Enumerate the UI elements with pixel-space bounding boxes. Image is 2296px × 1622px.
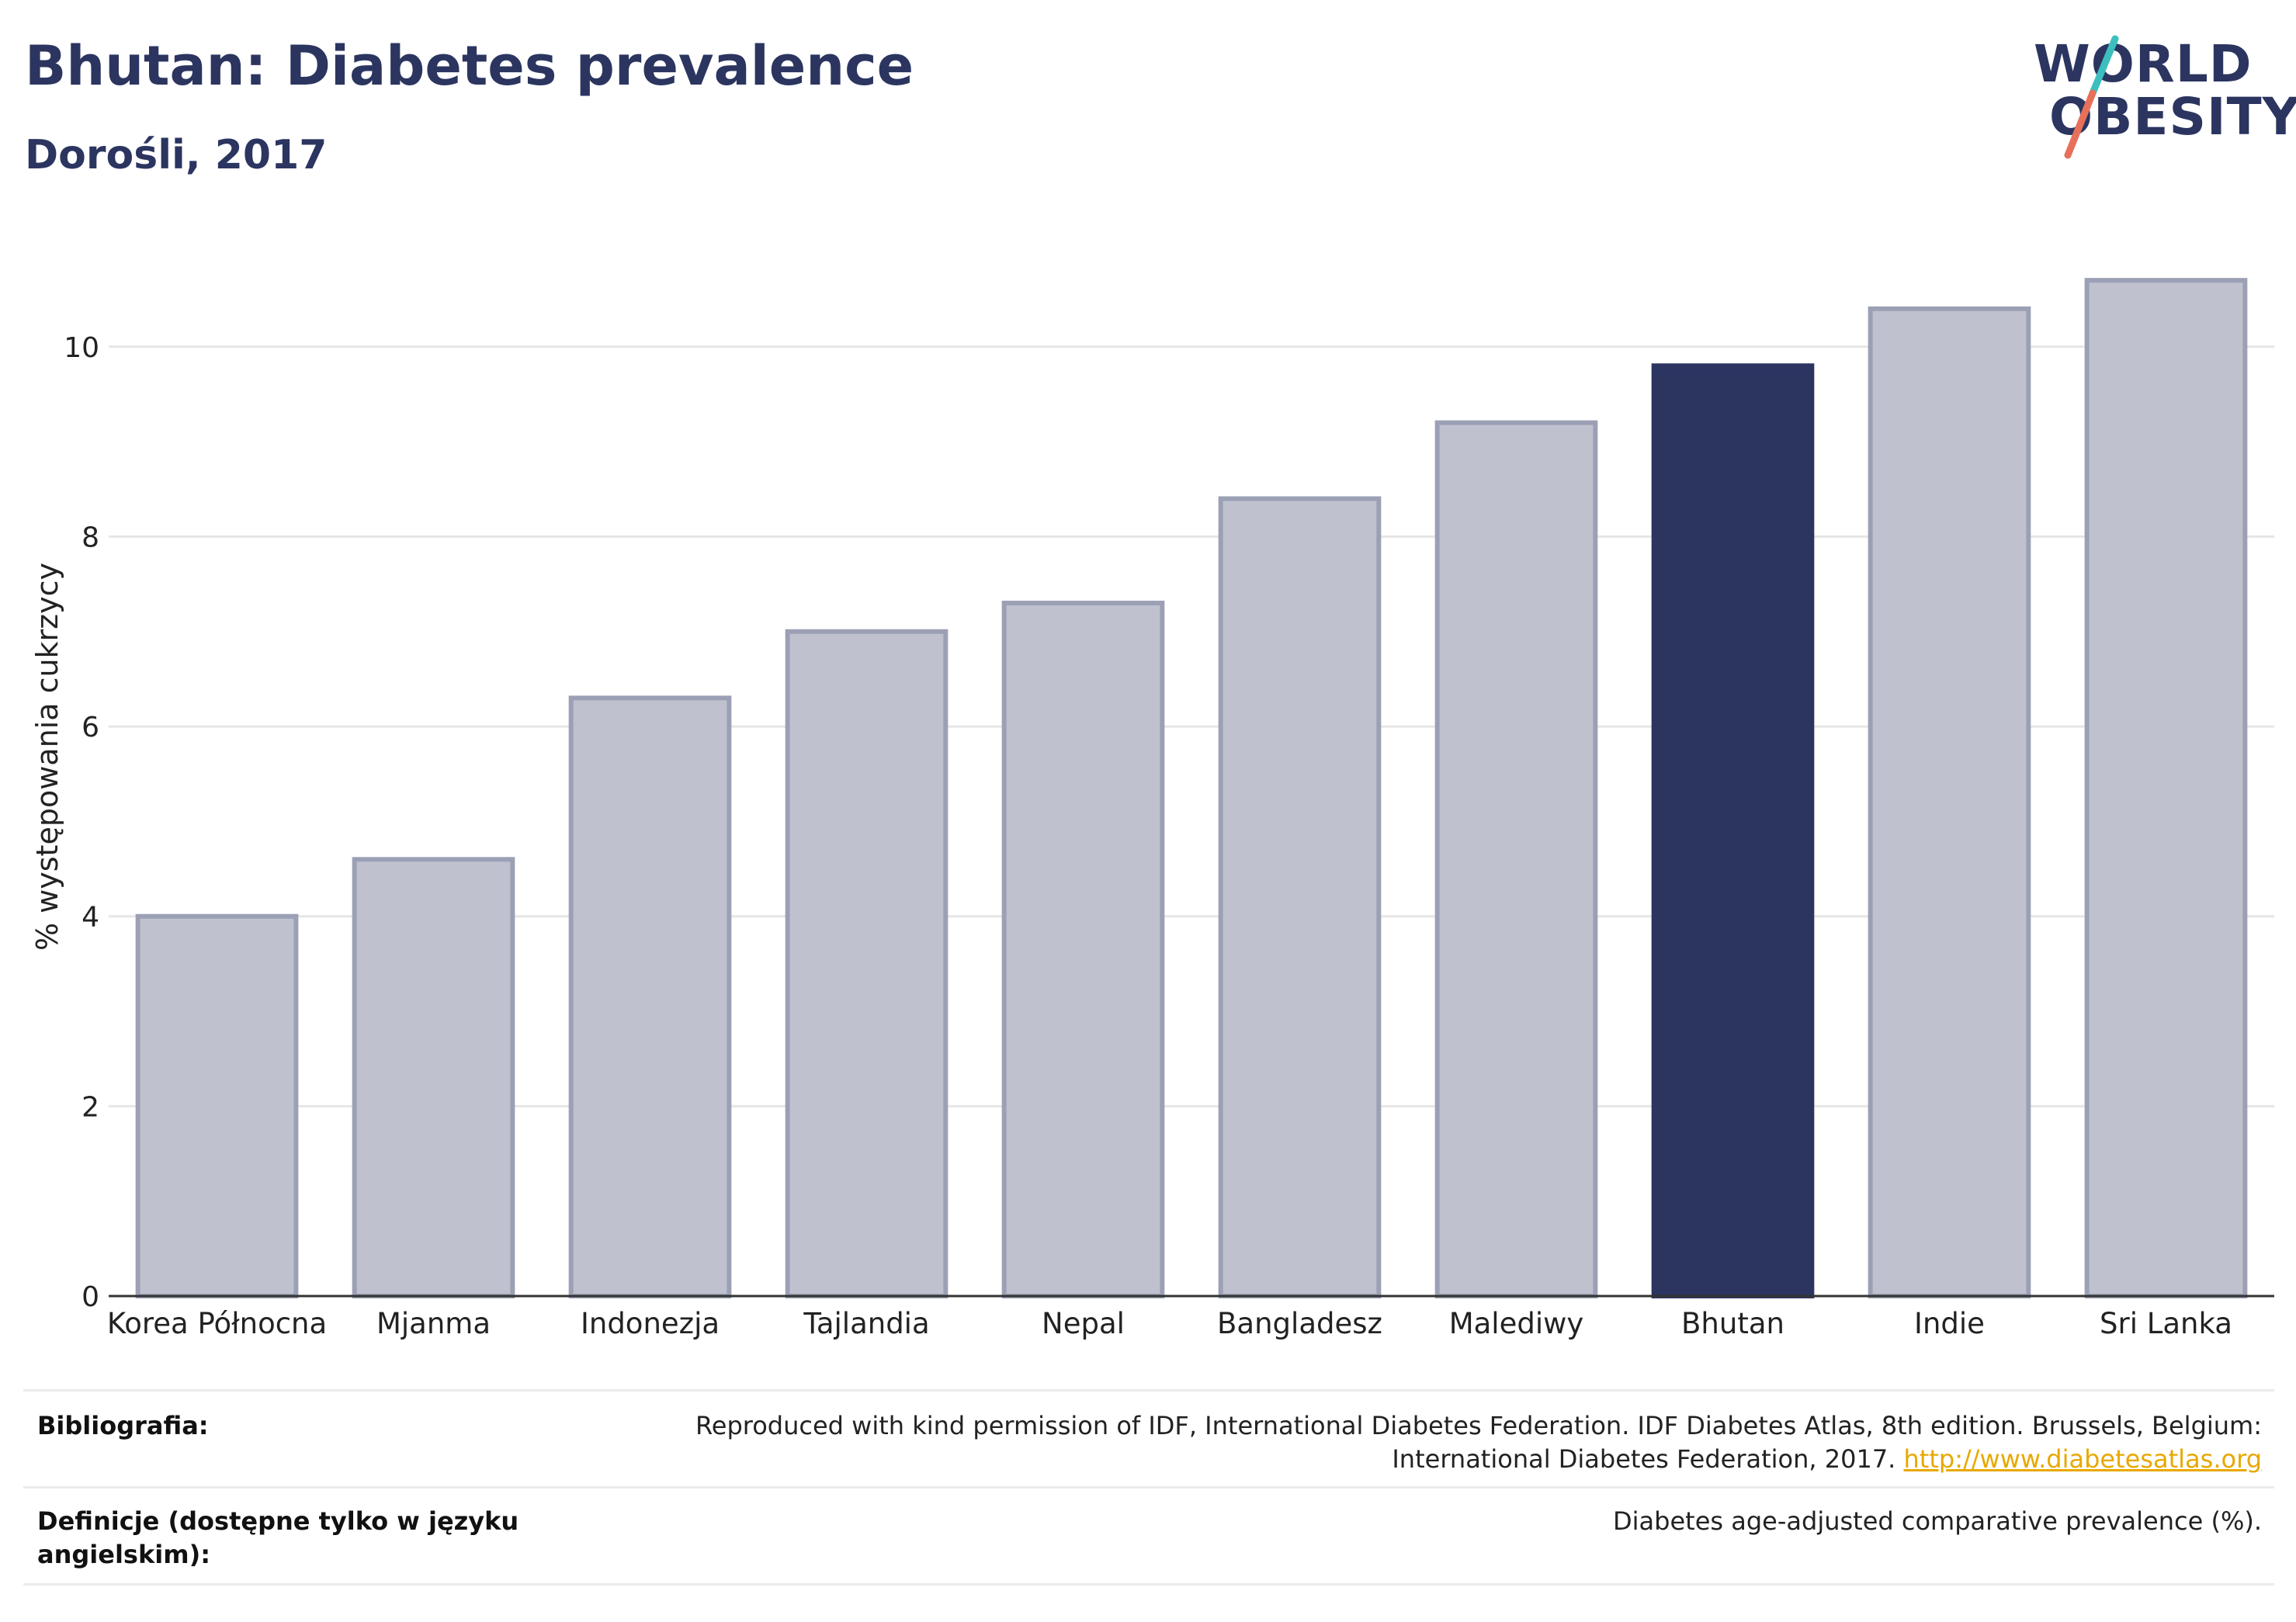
- y-tick-label: 6: [82, 712, 99, 743]
- bar-indie: [1868, 306, 2031, 1298]
- bar-tajlandia: [785, 629, 949, 1298]
- bars: [135, 278, 2248, 1299]
- bar-nepal: [1001, 601, 1165, 1298]
- x-tick-label: Malediwy: [1449, 1307, 1584, 1340]
- bar-malediwy: [1434, 420, 1598, 1299]
- bibliography-label: Bibliografia:: [37, 1411, 209, 1440]
- definitions-label-line-1: Definicje (dostępne tylko w języku: [37, 1506, 519, 1536]
- page-title: Bhutan: Diabetes prevalence: [25, 34, 914, 98]
- bar-chart: 0 2 4 6 8 10 Korea Północna Mjanma Indonezja Taj…: [30, 278, 2274, 1340]
- logo-slash-icon: [2064, 35, 2119, 159]
- x-tick-label: Bangladesz: [1217, 1307, 1382, 1340]
- bar-korea-p-nocna: [135, 913, 299, 1298]
- x-tick-label: Indonezja: [581, 1307, 720, 1340]
- x-axis-ticks: Korea Północna Mjanma Indonezja Tajlandia Ne…: [107, 1307, 2232, 1340]
- bar-bangladesz: [1218, 496, 1382, 1298]
- bar-indonezja: [568, 695, 732, 1298]
- bibliography-text: International Diabetes Federation, 2017.: [1392, 1444, 1896, 1474]
- x-tick-label: Tajlandia: [803, 1307, 929, 1340]
- y-tick-label: 10: [64, 332, 99, 364]
- x-tick-label: Korea Północna: [107, 1307, 327, 1340]
- x-tick-label: Bhutan: [1681, 1307, 1784, 1340]
- y-tick-label: 2: [82, 1091, 99, 1123]
- y-tick-label: 0: [82, 1281, 99, 1313]
- footer-divider-bottom: [23, 1583, 2274, 1586]
- world-obesity-logo: WORLD OBESITY: [2026, 31, 2296, 171]
- bar-bhutan: [1651, 363, 1815, 1298]
- x-tick-label: Nepal: [1042, 1307, 1125, 1340]
- logo-word-world: WORLD: [2034, 34, 2253, 94]
- bibliography-link[interactable]: http://www.diabetesatlas.org: [1903, 1444, 2262, 1474]
- x-tick-label: Mjanma: [376, 1307, 491, 1340]
- definitions-text: Diabetes age-adjusted comparative preval…: [1613, 1506, 2262, 1536]
- footer-divider-top: [23, 1389, 2274, 1392]
- footer-divider-middle: [23, 1486, 2274, 1489]
- x-tick-label: Indie: [1914, 1307, 1985, 1340]
- page-subtitle: Dorośli, 2017: [25, 132, 328, 178]
- bar-mjanma: [352, 857, 515, 1298]
- y-tick-label: 8: [82, 522, 99, 553]
- y-axis-label: % występowania cukrzycy: [30, 563, 64, 951]
- bibliography-line-1: Reproduced with kind permission of IDF, …: [695, 1411, 2262, 1440]
- y-tick-label: 4: [82, 902, 99, 934]
- y-axis-ticks: 0 2 4 6 8 10: [64, 332, 99, 1313]
- x-tick-label: Sri Lanka: [2100, 1307, 2232, 1340]
- definitions-label-line-2: angielskim):: [37, 1540, 210, 1569]
- bar-sri-lanka: [2084, 278, 2248, 1298]
- bibliography-line-2: International Diabetes Federation, 2017.…: [1392, 1442, 2262, 1476]
